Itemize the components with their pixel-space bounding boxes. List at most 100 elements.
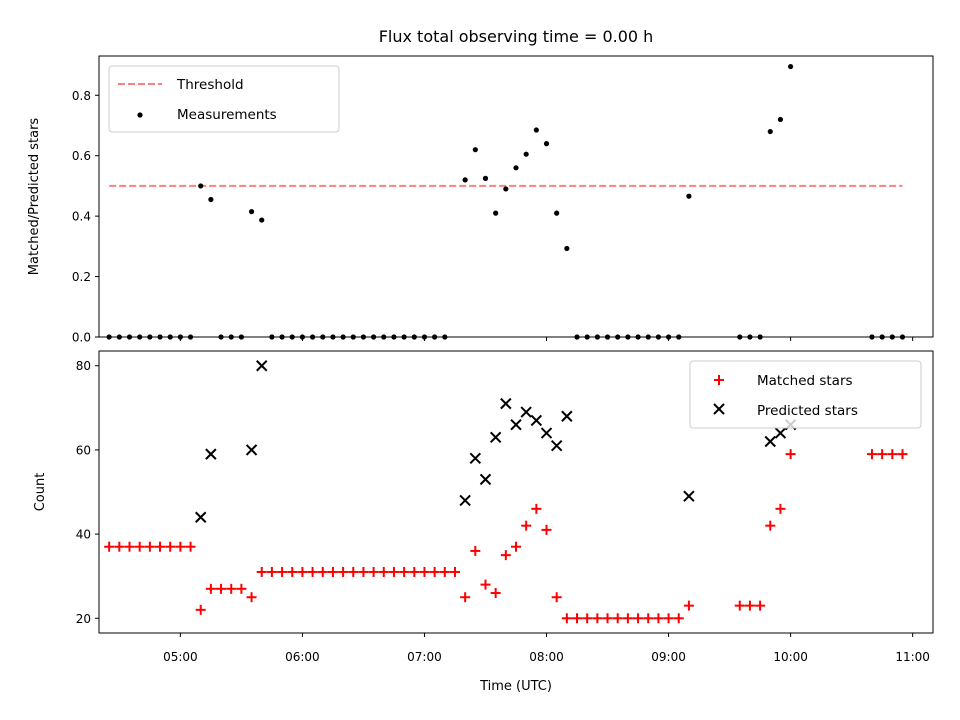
matched-star-point xyxy=(449,566,460,577)
measurement-point xyxy=(462,177,468,183)
measurement-point xyxy=(503,186,509,192)
matched-star-point xyxy=(236,583,247,594)
top-axis-ticks: 0.0 0.2 0.4 0.6 0.8 xyxy=(72,89,914,345)
matched-star-point xyxy=(287,566,298,577)
predicted-star-point xyxy=(510,418,522,431)
matched-star-point xyxy=(480,579,491,590)
measurement-point xyxy=(208,196,214,203)
top-y-tick-label: 0.4 xyxy=(72,210,91,224)
top-y-tick-label: 0.8 xyxy=(72,89,91,103)
measurement-point xyxy=(564,245,570,252)
matched-star-point xyxy=(256,566,267,577)
measurement-point xyxy=(686,193,692,199)
matched-star-point xyxy=(887,449,898,460)
bottom-axes-frame xyxy=(98,350,934,634)
matched-star-point xyxy=(633,613,644,624)
predicted-star-point xyxy=(479,473,492,486)
matched-star-point xyxy=(602,613,613,624)
matched-star-point xyxy=(490,588,501,599)
predicted-star-point xyxy=(469,452,482,465)
x-tick-label: 06:00 xyxy=(285,650,320,664)
matched-star-point xyxy=(897,449,908,460)
matched-star-point xyxy=(348,566,359,577)
measurement-point xyxy=(543,141,550,147)
bottom-y-tick-label: 60 xyxy=(76,443,91,457)
matched-star-point xyxy=(124,541,135,552)
top-y-tick-label: 0.0 xyxy=(72,331,91,345)
x-tick-label: 07:00 xyxy=(407,650,442,664)
matched-star-point xyxy=(399,566,410,577)
matched-star-point xyxy=(226,583,237,594)
matched-star-point xyxy=(755,600,766,611)
matched-star-point xyxy=(500,550,511,561)
matched-star-point xyxy=(460,592,471,603)
x-axis-label: Time (UTC) xyxy=(479,679,552,694)
predicted-star-point xyxy=(683,490,695,502)
matched-star-point xyxy=(663,613,674,624)
matched-star-point xyxy=(683,600,694,611)
matched-star-point xyxy=(338,566,349,577)
predicted-star-point xyxy=(520,406,532,418)
measurement-point xyxy=(767,128,773,135)
predicted-star-point xyxy=(459,494,471,507)
measurement-point xyxy=(493,210,499,216)
matched-star-point xyxy=(368,566,379,577)
measurement-point xyxy=(554,210,560,216)
matched-star-point xyxy=(134,541,145,552)
matched-star-point xyxy=(866,449,877,460)
matched-star-point xyxy=(572,613,583,624)
top-y-tick-label: 0.6 xyxy=(72,149,91,163)
top-axes-frame xyxy=(98,55,934,338)
matched-star-point xyxy=(643,613,654,624)
x-tick-label: 09:00 xyxy=(651,650,686,664)
matched-star-point xyxy=(673,613,684,624)
matched-star-point xyxy=(327,566,338,577)
measurement-point xyxy=(533,127,539,133)
bottom-y-tick-label: 80 xyxy=(76,359,91,373)
bottom-legend-box xyxy=(689,360,922,429)
measurement-point xyxy=(482,175,489,181)
measurement-point xyxy=(788,63,794,70)
matched-star-point xyxy=(104,541,115,552)
matched-star-point xyxy=(612,613,623,624)
matched-star-point xyxy=(358,566,369,577)
matched-star-point xyxy=(317,566,328,577)
bottom-plot-marks xyxy=(104,360,908,624)
matched-star-point xyxy=(541,524,552,535)
bottom-panel: 20 40 60 80 05:00 06:00 07:00 08:00 09:00 10:00 11… xyxy=(33,350,934,694)
top-legend: Threshold Measurements xyxy=(108,65,340,133)
matched-star-point xyxy=(246,592,257,603)
matched-star-point xyxy=(114,541,125,552)
matched-star-point xyxy=(216,583,227,594)
predicted-star-point xyxy=(256,360,268,372)
matched-star-point xyxy=(155,541,166,552)
matched-star-point xyxy=(653,613,664,624)
measurement-point xyxy=(777,116,784,123)
predicted-star-point xyxy=(530,414,543,427)
matched-star-point xyxy=(185,541,196,552)
predicted-star-point xyxy=(500,397,512,410)
predicted-star-point xyxy=(195,511,207,523)
matched-star-point xyxy=(144,541,155,552)
matched-star-point xyxy=(521,520,532,531)
matched-star-point xyxy=(765,520,776,531)
bottom-y-tick-label: 20 xyxy=(76,612,91,626)
matched-star-point xyxy=(388,566,399,577)
matched-star-point xyxy=(277,566,288,577)
matched-star-point xyxy=(297,566,308,577)
measurement-point xyxy=(248,209,255,215)
legend-predicted-label: Predicted stars xyxy=(757,403,858,419)
matched-star-point xyxy=(439,566,450,577)
measurement-point xyxy=(259,217,265,223)
legend-predicted-swatch xyxy=(713,403,725,415)
matched-star-point xyxy=(165,541,176,552)
x-tick-label: 08:00 xyxy=(529,650,564,664)
matched-star-point xyxy=(175,541,186,552)
x-tick-label: 10:00 xyxy=(773,650,808,664)
top-y-axis-label: Matched/Predicted stars xyxy=(27,118,42,276)
x-tick-label: 11:00 xyxy=(895,650,930,664)
matched-star-point xyxy=(307,566,318,577)
measurement-point xyxy=(198,183,204,189)
matched-star-point xyxy=(877,449,888,460)
